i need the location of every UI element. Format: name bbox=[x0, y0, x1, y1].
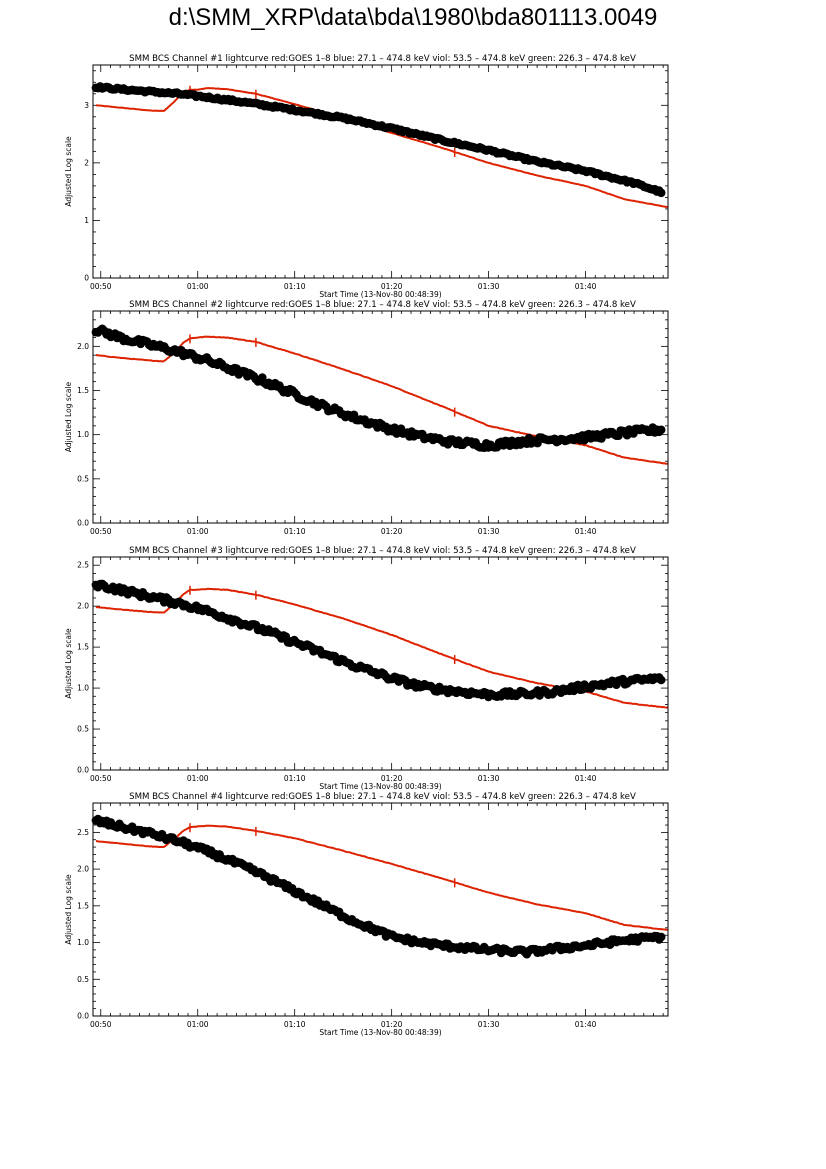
y-tick-label: 1.0 bbox=[77, 684, 89, 693]
x-tick-label: 01:30 bbox=[478, 282, 500, 291]
x-tick-label: 01:10 bbox=[284, 1020, 306, 1029]
y-tick-label: 0 bbox=[84, 274, 89, 283]
chart-panel-2: SMM BCS Channel #2 lightcurve red:GOES 1… bbox=[64, 300, 669, 536]
plot-frame bbox=[92, 802, 669, 1017]
x-tick-label: 01:30 bbox=[478, 774, 500, 783]
y-axis-label: Adjusted Log scale bbox=[64, 874, 73, 945]
y-tick-label: 3 bbox=[84, 101, 89, 110]
bcs-points bbox=[91, 82, 666, 198]
bcs-points bbox=[91, 579, 666, 702]
x-tick-label: 01:10 bbox=[284, 282, 306, 291]
x-tick-label: 01:20 bbox=[381, 282, 403, 291]
chart-panel-1: SMM BCS Channel #1 lightcurve red:GOES 1… bbox=[64, 54, 669, 299]
x-tick-label: 00:50 bbox=[90, 282, 112, 291]
x-tick-label: 01:40 bbox=[575, 1020, 597, 1029]
plot-frame bbox=[92, 556, 669, 771]
y-tick-label: 2.0 bbox=[77, 342, 89, 351]
x-axis-label: Start Time (13-Nov-80 00:48:39) bbox=[319, 782, 441, 791]
y-tick-label: 0.0 bbox=[77, 519, 89, 528]
y-axis-label: Adjusted Log scale bbox=[64, 381, 73, 452]
y-tick-label: 0.0 bbox=[77, 1012, 89, 1021]
y-tick-label: 1.0 bbox=[77, 938, 89, 947]
plot-frame bbox=[92, 310, 669, 524]
x-tick-label: 01:40 bbox=[575, 527, 597, 536]
x-tick-label: 01:40 bbox=[575, 282, 597, 291]
y-tick-label: 1.5 bbox=[77, 901, 89, 910]
x-tick-label: 01:00 bbox=[187, 527, 209, 536]
y-tick-label: 1.5 bbox=[77, 643, 89, 652]
x-tick-label: 01:00 bbox=[187, 1020, 209, 1029]
y-tick-label: 2.0 bbox=[77, 865, 89, 874]
chart-title: SMM BCS Channel #1 lightcurve red:GOES 1… bbox=[129, 54, 636, 64]
x-tick-label: 01:20 bbox=[381, 774, 403, 783]
chart-title: SMM BCS Channel #4 lightcurve red:GOES 1… bbox=[129, 792, 636, 802]
y-tick-label: 1.5 bbox=[77, 386, 89, 395]
y-tick-label: 2.0 bbox=[77, 602, 89, 611]
bcs-points bbox=[91, 814, 666, 959]
x-tick-label: 01:10 bbox=[284, 774, 306, 783]
x-tick-label: 01:40 bbox=[575, 774, 597, 783]
y-tick-label: 2.5 bbox=[77, 561, 89, 570]
y-tick-label: 2 bbox=[84, 158, 89, 167]
y-axis-label: Adjusted Log scale bbox=[64, 628, 73, 699]
chart-title: SMM BCS Channel #3 lightcurve red:GOES 1… bbox=[129, 546, 636, 556]
chart-panel-4: SMM BCS Channel #4 lightcurve red:GOES 1… bbox=[64, 792, 669, 1037]
y-tick-label: 0.0 bbox=[77, 766, 89, 775]
bcs-point bbox=[656, 932, 666, 942]
x-tick-label: 01:20 bbox=[381, 527, 403, 536]
chart-title: SMM BCS Channel #2 lightcurve red:GOES 1… bbox=[129, 300, 636, 310]
x-tick-label: 00:50 bbox=[90, 1020, 112, 1029]
x-axis-label: Start Time (13-Nov-80 00:48:39) bbox=[319, 1028, 441, 1037]
bcs-points bbox=[91, 324, 666, 453]
x-tick-label: 00:50 bbox=[90, 527, 112, 536]
plot-frame bbox=[92, 64, 669, 279]
y-tick-label: 1.0 bbox=[77, 430, 89, 439]
goes-line bbox=[95, 87, 668, 209]
x-tick-label: 01:10 bbox=[284, 527, 306, 536]
bcs-point bbox=[656, 188, 666, 198]
y-axis-label: Adjusted Log scale bbox=[64, 136, 73, 207]
y-tick-label: 0.5 bbox=[77, 725, 89, 734]
y-tick-label: 1 bbox=[84, 216, 89, 225]
x-tick-label: 01:30 bbox=[478, 527, 500, 536]
y-tick-label: 2.5 bbox=[77, 828, 89, 837]
page-title: d:\SMM_XRP\data\bda\1980\bda801113.0049 bbox=[168, 4, 658, 31]
goes-line bbox=[95, 824, 668, 932]
y-tick-label: 0.5 bbox=[77, 975, 89, 984]
x-tick-label: 00:50 bbox=[90, 774, 112, 783]
bcs-point bbox=[656, 425, 666, 435]
x-tick-label: 01:00 bbox=[187, 282, 209, 291]
x-axis-label: Start Time (13-Nov-80 00:48:39) bbox=[319, 290, 441, 299]
x-tick-label: 01:30 bbox=[478, 1020, 500, 1029]
chart-panel-3: SMM BCS Channel #3 lightcurve red:GOES 1… bbox=[64, 546, 669, 791]
y-tick-label: 0.5 bbox=[77, 474, 89, 483]
x-tick-label: 01:20 bbox=[381, 1020, 403, 1029]
x-tick-label: 01:00 bbox=[187, 774, 209, 783]
bcs-point bbox=[656, 675, 666, 685]
